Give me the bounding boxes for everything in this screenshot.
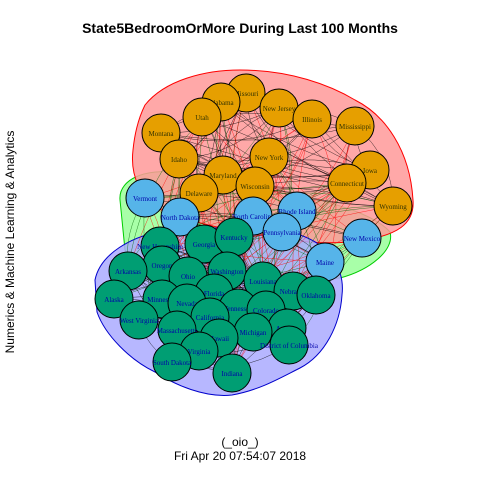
edge <box>160 125 356 141</box>
node-label: Delaware <box>186 190 213 198</box>
node-circle <box>327 163 367 203</box>
node-north-dakota[interactable]: North Dakota <box>160 197 200 237</box>
caption-timestamp: Fri Apr 20 07:54:07 2018 <box>173 449 307 463</box>
node-circle <box>262 212 302 252</box>
node-circle <box>182 97 222 137</box>
node-label: North Carolina <box>232 213 275 221</box>
node-south-dakota[interactable]: South Dakota <box>152 342 192 382</box>
node-label: Illinois <box>302 116 322 124</box>
node-label: Missouri <box>234 90 259 98</box>
edge <box>178 158 394 207</box>
caption: (_oio_) Fri Apr 20 07:54:07 2018 <box>0 435 480 463</box>
caption-face: (_oio_) <box>221 435 259 449</box>
node-label: Oklahoma <box>301 292 331 300</box>
node-circle <box>160 197 200 237</box>
node-circle <box>125 178 165 218</box>
node-label: West Virginia <box>120 317 159 325</box>
node-label: Iowa <box>363 167 378 175</box>
node-label: Nebraska <box>280 288 307 296</box>
node-label: Arkansas <box>115 268 141 276</box>
edge <box>201 116 394 207</box>
node-label: Oregon <box>152 262 173 270</box>
node-label: Tennessee <box>224 305 253 313</box>
node-label: Massachusetts <box>157 327 198 335</box>
node-label: Idaho <box>171 156 187 164</box>
node-label: Maryland <box>209 172 237 180</box>
node-idaho[interactable]: Idaho <box>159 139 199 179</box>
node-utah[interactable]: Utah <box>182 97 222 137</box>
node-label: Alaska <box>104 296 124 304</box>
node-circle <box>292 99 332 139</box>
node-kentucky[interactable]: Kentucky <box>214 217 254 257</box>
node-label: Maine <box>316 259 334 267</box>
node-district-of-columbia[interactable]: District of Columbia <box>260 325 319 365</box>
node-label: Wisconsin <box>240 183 270 191</box>
node-label: South Dakota <box>153 359 192 367</box>
node-label: Florida <box>204 290 225 298</box>
node-circle <box>296 275 336 315</box>
node-west-virginia[interactable]: West Virginia <box>119 300 159 340</box>
node-label: New Jersey <box>263 105 296 113</box>
node-label: Virginia <box>188 348 212 356</box>
chart-title: State5BedroomOrMore During Last 100 Mont… <box>82 20 398 36</box>
node-label: Louisiana <box>249 278 277 286</box>
node-label: New Mexico <box>344 235 381 243</box>
node-label: Hawaii <box>209 335 229 343</box>
node-label: Michigan <box>240 329 267 337</box>
node-circle <box>373 186 413 226</box>
node-new-jersey[interactable]: New Jersey <box>259 88 299 128</box>
node-mississippi[interactable]: Mississippi <box>335 106 375 146</box>
node-circle <box>212 353 252 393</box>
node-circle <box>159 139 199 179</box>
node-vermont[interactable]: Vermont <box>125 178 165 218</box>
node-circle <box>119 300 159 340</box>
node-label: District of Columbia <box>260 342 319 350</box>
node-label: Rhode Island <box>278 208 316 216</box>
node-new-mexico[interactable]: New Mexico <box>342 218 382 258</box>
node-label: Montana <box>149 130 175 138</box>
node-label: Utah <box>195 114 209 122</box>
node-maine[interactable]: Maine <box>305 242 345 282</box>
node-label: Minnesota <box>147 296 177 304</box>
node-label: North Dakota <box>161 214 200 222</box>
node-label: Ohio <box>181 273 196 281</box>
node-label: California <box>196 314 225 322</box>
node-circle <box>335 106 375 146</box>
node-label: New York <box>255 154 284 162</box>
node-label: Vermont <box>133 195 157 203</box>
node-label: Alabama <box>208 99 234 107</box>
node-indiana[interactable]: Indiana <box>212 353 252 393</box>
node-label: Indiana <box>222 370 244 378</box>
node-label: Colorado <box>253 307 280 315</box>
node-label: Connecticut <box>330 180 364 188</box>
node-label: Washington <box>210 268 244 276</box>
node-circle <box>269 325 309 365</box>
node-connecticut[interactable]: Connecticut <box>327 163 367 203</box>
node-pennsylvania[interactable]: Pennsylvania <box>262 212 302 252</box>
node-circle <box>152 342 192 382</box>
node-illinois[interactable]: Illinois <box>292 99 332 139</box>
node-label: Kentucky <box>220 234 248 242</box>
node-label: Pennsylvania <box>263 229 301 237</box>
node-label: Nevada <box>176 300 198 308</box>
node-label: Georgia <box>193 241 216 249</box>
node-label: Mississippi <box>339 123 371 131</box>
node-oklahoma[interactable]: Oklahoma <box>296 275 336 315</box>
node-circle <box>342 218 382 258</box>
node-wyoming[interactable]: Wyoming <box>373 186 413 226</box>
node-label: Wyoming <box>379 203 407 211</box>
